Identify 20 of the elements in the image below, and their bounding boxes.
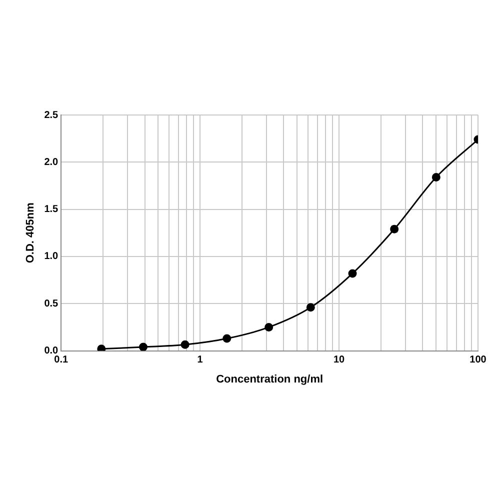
x-tick-label: 1 — [197, 354, 204, 366]
point — [180, 340, 190, 349]
y-tick-label: 1.0 — [44, 251, 59, 262]
y-tick-label: 0.5 — [44, 298, 59, 310]
y-tick-label: 2.0 — [44, 156, 59, 168]
x-tick-label: 100 — [470, 354, 487, 366]
point — [138, 342, 148, 351]
point — [348, 269, 357, 278]
point — [306, 303, 315, 312]
x-tick-label: 10 — [333, 354, 346, 366]
y-axis-title: O.D. 405nm — [24, 202, 37, 264]
y-tick-label: 0.0 — [44, 346, 59, 357]
x-tick-label: 0.1 — [54, 354, 68, 366]
point — [222, 334, 232, 343]
point — [97, 344, 106, 351]
y-tick-label: 2.5 — [44, 110, 59, 121]
point — [432, 173, 440, 182]
x-axis-title: Concentration ng/ml — [216, 373, 324, 386]
point — [264, 322, 274, 332]
y-tick-label: 1.5 — [44, 204, 59, 216]
